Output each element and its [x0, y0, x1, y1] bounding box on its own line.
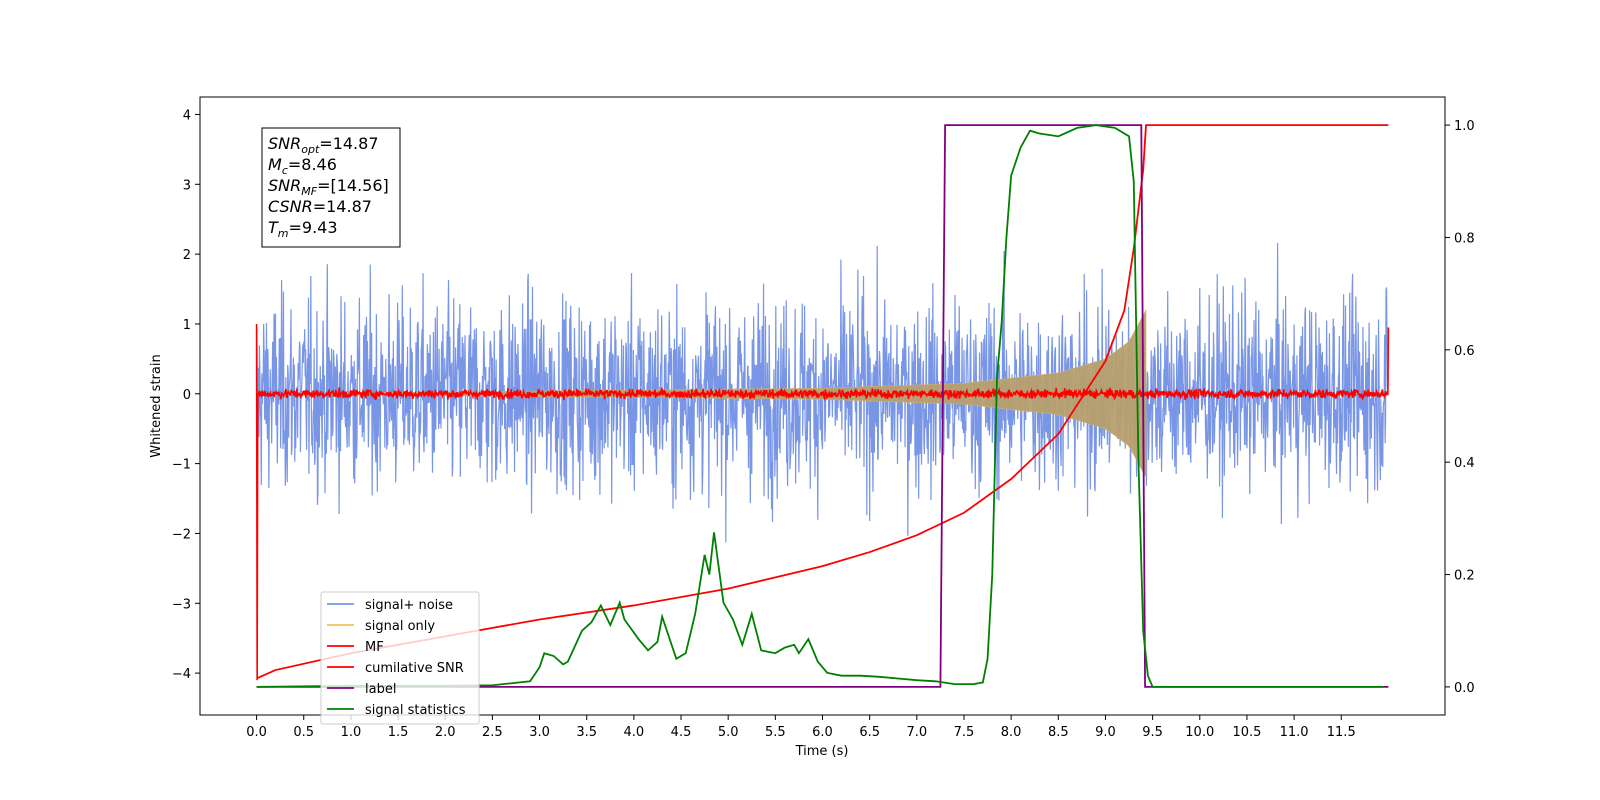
x-tick-label: 5.5 — [765, 725, 786, 740]
axes: 0.0 0.5 1.0 1.5 2.0 2.5 3.0 3.5 4.0 4.5 5.0 5.5 6.0 6… — [172, 108, 1475, 740]
x-tick-label: 7.0 — [906, 725, 927, 740]
info-line: SNRMF=[14.56] — [268, 176, 389, 198]
x-tick-label: 0.0 — [246, 725, 267, 740]
y2-tick-label: 1.0 — [1454, 119, 1475, 134]
info-line: Tm=9.43 — [268, 218, 338, 240]
info-line: CSNR=14.87 — [268, 197, 372, 216]
series-mf — [255, 323, 1390, 681]
y2-tick-label: 0.2 — [1454, 569, 1475, 584]
y2-tick-label: 0.0 — [1454, 681, 1475, 696]
x-axis-label: Time (s) — [795, 744, 849, 759]
x-tick-label: 11.0 — [1280, 725, 1309, 740]
y2-tick-label: 0.4 — [1454, 456, 1475, 471]
legend-label: MF — [365, 640, 384, 655]
y2-tick-label: 0.8 — [1454, 231, 1475, 246]
x-tick-label: 11.5 — [1327, 725, 1356, 740]
y2-tick-label: 0.6 — [1454, 344, 1475, 359]
y-tick-label: −1 — [172, 458, 191, 473]
y-tick-label: −3 — [172, 597, 191, 612]
legend-label: cumilative SNR — [365, 661, 464, 676]
x-tick-label: 9.5 — [1142, 725, 1163, 740]
x-tick-label: 10.0 — [1185, 725, 1214, 740]
x-tick-label: 10.5 — [1232, 725, 1261, 740]
series-signal-noise — [255, 242, 1390, 543]
legend-label: label — [365, 682, 396, 697]
x-tick-label: 1.5 — [388, 725, 409, 740]
info-line: SNRopt=14.87 — [268, 134, 379, 156]
y-tick-label: −4 — [172, 667, 191, 682]
info-line: Mc=8.46 — [268, 155, 337, 177]
x-tick-label: 2.0 — [435, 725, 456, 740]
x-tick-label: 6.5 — [859, 725, 880, 740]
x-tick-label: 3.5 — [576, 725, 597, 740]
y-tick-label: −2 — [172, 527, 191, 542]
legend: signal+ noise signal only MF cumilative SNR… — [320, 591, 480, 725]
y-tick-label: 0 — [183, 388, 191, 403]
x-tick-label: 7.5 — [954, 725, 975, 740]
x-tick-label: 9.0 — [1095, 725, 1116, 740]
info-box-frame — [261, 127, 401, 248]
y-tick-label: 1 — [183, 318, 191, 333]
legend-label: signal statistics — [365, 703, 466, 718]
series-signal-statistics — [256, 124, 1384, 688]
legend-label: signal only — [365, 619, 435, 634]
info-box: SNRopt=14.87Mc=8.46SNRMF=[14.56]CSNR=14.… — [261, 127, 401, 248]
y-tick-label: 3 — [183, 178, 191, 193]
y-axis-label: Whitened strain — [149, 354, 164, 457]
x-tick-label: 0.5 — [293, 725, 314, 740]
x-tick-label: 4.0 — [624, 725, 645, 740]
x-tick-label: 5.0 — [718, 725, 739, 740]
x-tick-label: 4.5 — [671, 725, 692, 740]
y-tick-label: 2 — [183, 248, 191, 263]
x-tick-label: 8.5 — [1048, 725, 1069, 740]
legend-frame — [320, 591, 480, 725]
y-tick-label: 4 — [183, 108, 191, 123]
x-tick-label: 2.5 — [482, 725, 503, 740]
x-tick-label: 6.0 — [812, 725, 833, 740]
x-tick-label: 3.0 — [529, 725, 550, 740]
x-tick-label: 1.0 — [341, 725, 362, 740]
x-tick-label: 8.0 — [1001, 725, 1022, 740]
legend-label: signal+ noise — [365, 598, 453, 613]
